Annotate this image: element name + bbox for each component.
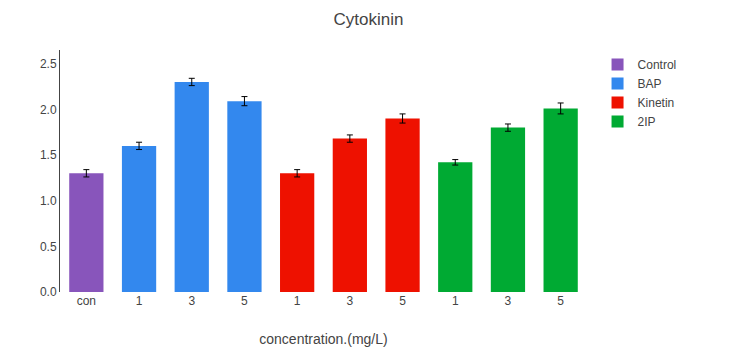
svg-text:1.0: 1.0 bbox=[40, 194, 57, 208]
svg-text:3: 3 bbox=[505, 294, 512, 308]
svg-text:0.5: 0.5 bbox=[40, 240, 57, 254]
svg-text:1: 1 bbox=[294, 294, 301, 308]
svg-text:2.0: 2.0 bbox=[40, 103, 57, 117]
svg-text:Cytokinin: Cytokinin bbox=[334, 10, 404, 29]
svg-text:1.5: 1.5 bbox=[40, 148, 57, 162]
svg-text:2.5: 2.5 bbox=[40, 57, 57, 71]
svg-text:5: 5 bbox=[399, 294, 406, 308]
svg-text:Kinetin: Kinetin bbox=[638, 96, 675, 110]
svg-text:0.0: 0.0 bbox=[40, 285, 57, 299]
svg-text:3: 3 bbox=[188, 294, 195, 308]
svg-text:3: 3 bbox=[347, 294, 354, 308]
svg-text:1: 1 bbox=[452, 294, 459, 308]
svg-text:2IP: 2IP bbox=[638, 115, 656, 129]
svg-text:BAP: BAP bbox=[638, 77, 662, 91]
svg-text:5: 5 bbox=[241, 294, 248, 308]
svg-text:5: 5 bbox=[557, 294, 564, 308]
svg-text:concentration.(mg/L): concentration.(mg/L) bbox=[259, 331, 387, 347]
svg-text:Control: Control bbox=[638, 58, 677, 72]
svg-text:1: 1 bbox=[136, 294, 143, 308]
svg-text:con: con bbox=[77, 294, 96, 308]
